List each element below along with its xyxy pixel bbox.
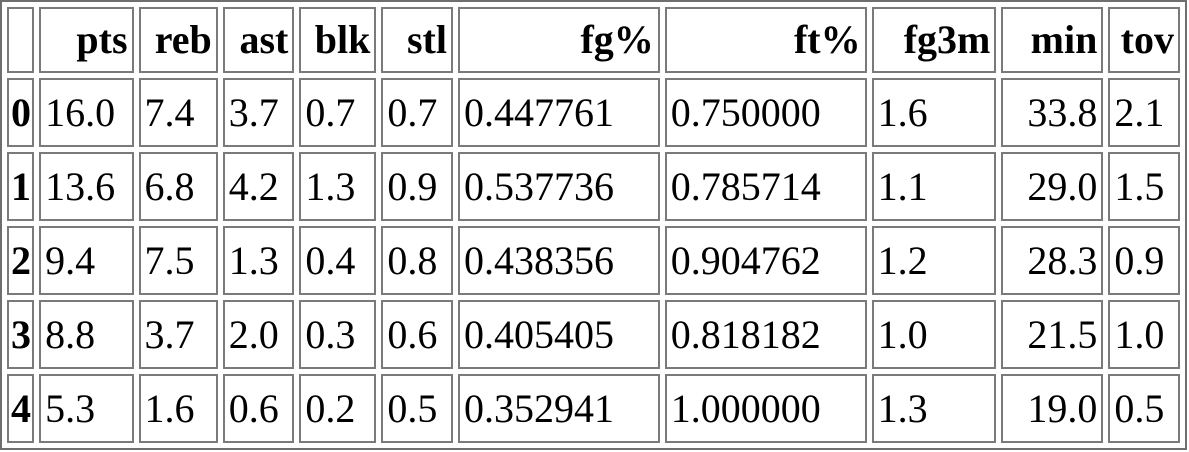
cell-ft-pct: 0.785714: [664, 152, 867, 221]
cell-fg-pct: 0.438356: [457, 226, 660, 295]
column-header-tov: tov: [1108, 7, 1180, 73]
cell-ast: 2.0: [222, 300, 295, 369]
column-header-blk: blk: [299, 7, 377, 73]
cell-pts: 5.3: [39, 374, 134, 443]
table-row: 1 13.6 6.8 4.2 1.3 0.9 0.537736 0.785714…: [7, 152, 1180, 221]
table-row: 0 16.0 7.4 3.7 0.7 0.7 0.447761 0.750000…: [7, 78, 1180, 147]
cell-min: 28.3: [1001, 226, 1104, 295]
cell-tov: 0.9: [1108, 226, 1180, 295]
column-header-min: min: [1001, 7, 1104, 73]
cell-tov: 1.5: [1108, 152, 1180, 221]
cell-reb: 6.8: [138, 152, 218, 221]
cell-blk: 0.3: [299, 300, 377, 369]
cell-ast: 0.6: [222, 374, 295, 443]
cell-fg3m: 1.1: [871, 152, 997, 221]
cell-stl: 0.9: [381, 152, 453, 221]
cell-blk: 0.2: [299, 374, 377, 443]
cell-ft-pct: 1.000000: [664, 374, 867, 443]
cell-ast: 1.3: [222, 226, 295, 295]
cell-fg-pct: 0.537736: [457, 152, 660, 221]
row-index: 1: [7, 152, 35, 221]
cell-stl: 0.7: [381, 78, 453, 147]
cell-min: 19.0: [1001, 374, 1104, 443]
index-header: [7, 7, 35, 73]
table-row: 4 5.3 1.6 0.6 0.2 0.5 0.352941 1.000000 …: [7, 374, 1180, 443]
row-index: 4: [7, 374, 35, 443]
column-header-fg3m: fg3m: [871, 7, 997, 73]
cell-stl: 0.5: [381, 374, 453, 443]
cell-reb: 7.4: [138, 78, 218, 147]
cell-ast: 3.7: [222, 78, 295, 147]
cell-reb: 1.6: [138, 374, 218, 443]
cell-tov: 2.1: [1108, 78, 1180, 147]
cell-tov: 0.5: [1108, 374, 1180, 443]
cell-tov: 1.0: [1108, 300, 1180, 369]
column-header-stl: stl: [381, 7, 453, 73]
cell-min: 33.8: [1001, 78, 1104, 147]
cell-ft-pct: 0.750000: [664, 78, 867, 147]
cell-blk: 1.3: [299, 152, 377, 221]
column-header-reb: reb: [138, 7, 218, 73]
cell-ft-pct: 0.904762: [664, 226, 867, 295]
row-index: 3: [7, 300, 35, 369]
cell-ft-pct: 0.818182: [664, 300, 867, 369]
cell-pts: 8.8: [39, 300, 134, 369]
cell-fg3m: 1.3: [871, 374, 997, 443]
table-row: 3 8.8 3.7 2.0 0.3 0.6 0.405405 0.818182 …: [7, 300, 1180, 369]
cell-stl: 0.8: [381, 226, 453, 295]
cell-fg3m: 1.6: [871, 78, 997, 147]
cell-fg3m: 1.2: [871, 226, 997, 295]
header-row: pts reb ast blk stl fg% ft% fg3m min tov: [7, 7, 1180, 73]
cell-fg-pct: 0.447761: [457, 78, 660, 147]
cell-blk: 0.4: [299, 226, 377, 295]
cell-ast: 4.2: [222, 152, 295, 221]
cell-reb: 3.7: [138, 300, 218, 369]
cell-min: 29.0: [1001, 152, 1104, 221]
cell-fg3m: 1.0: [871, 300, 997, 369]
table-row: 2 9.4 7.5 1.3 0.4 0.8 0.438356 0.904762 …: [7, 226, 1180, 295]
cell-reb: 7.5: [138, 226, 218, 295]
column-header-ast: ast: [222, 7, 295, 73]
column-header-pts: pts: [39, 7, 134, 73]
cell-blk: 0.7: [299, 78, 377, 147]
cell-pts: 13.6: [39, 152, 134, 221]
cell-stl: 0.6: [381, 300, 453, 369]
cell-pts: 16.0: [39, 78, 134, 147]
column-header-ft-pct: ft%: [664, 7, 867, 73]
column-header-fg-pct: fg%: [457, 7, 660, 73]
cell-min: 21.5: [1001, 300, 1104, 369]
cell-fg-pct: 0.405405: [457, 300, 660, 369]
cell-fg-pct: 0.352941: [457, 374, 660, 443]
row-index: 2: [7, 226, 35, 295]
cell-pts: 9.4: [39, 226, 134, 295]
row-index: 0: [7, 78, 35, 147]
